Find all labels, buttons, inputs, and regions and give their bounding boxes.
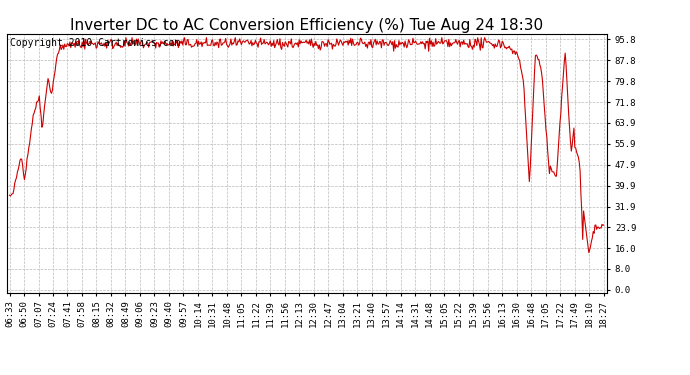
Text: Copyright 2010 Cartronics.com: Copyright 2010 Cartronics.com	[10, 38, 180, 48]
Title: Inverter DC to AC Conversion Efficiency (%) Tue Aug 24 18:30: Inverter DC to AC Conversion Efficiency …	[70, 18, 544, 33]
